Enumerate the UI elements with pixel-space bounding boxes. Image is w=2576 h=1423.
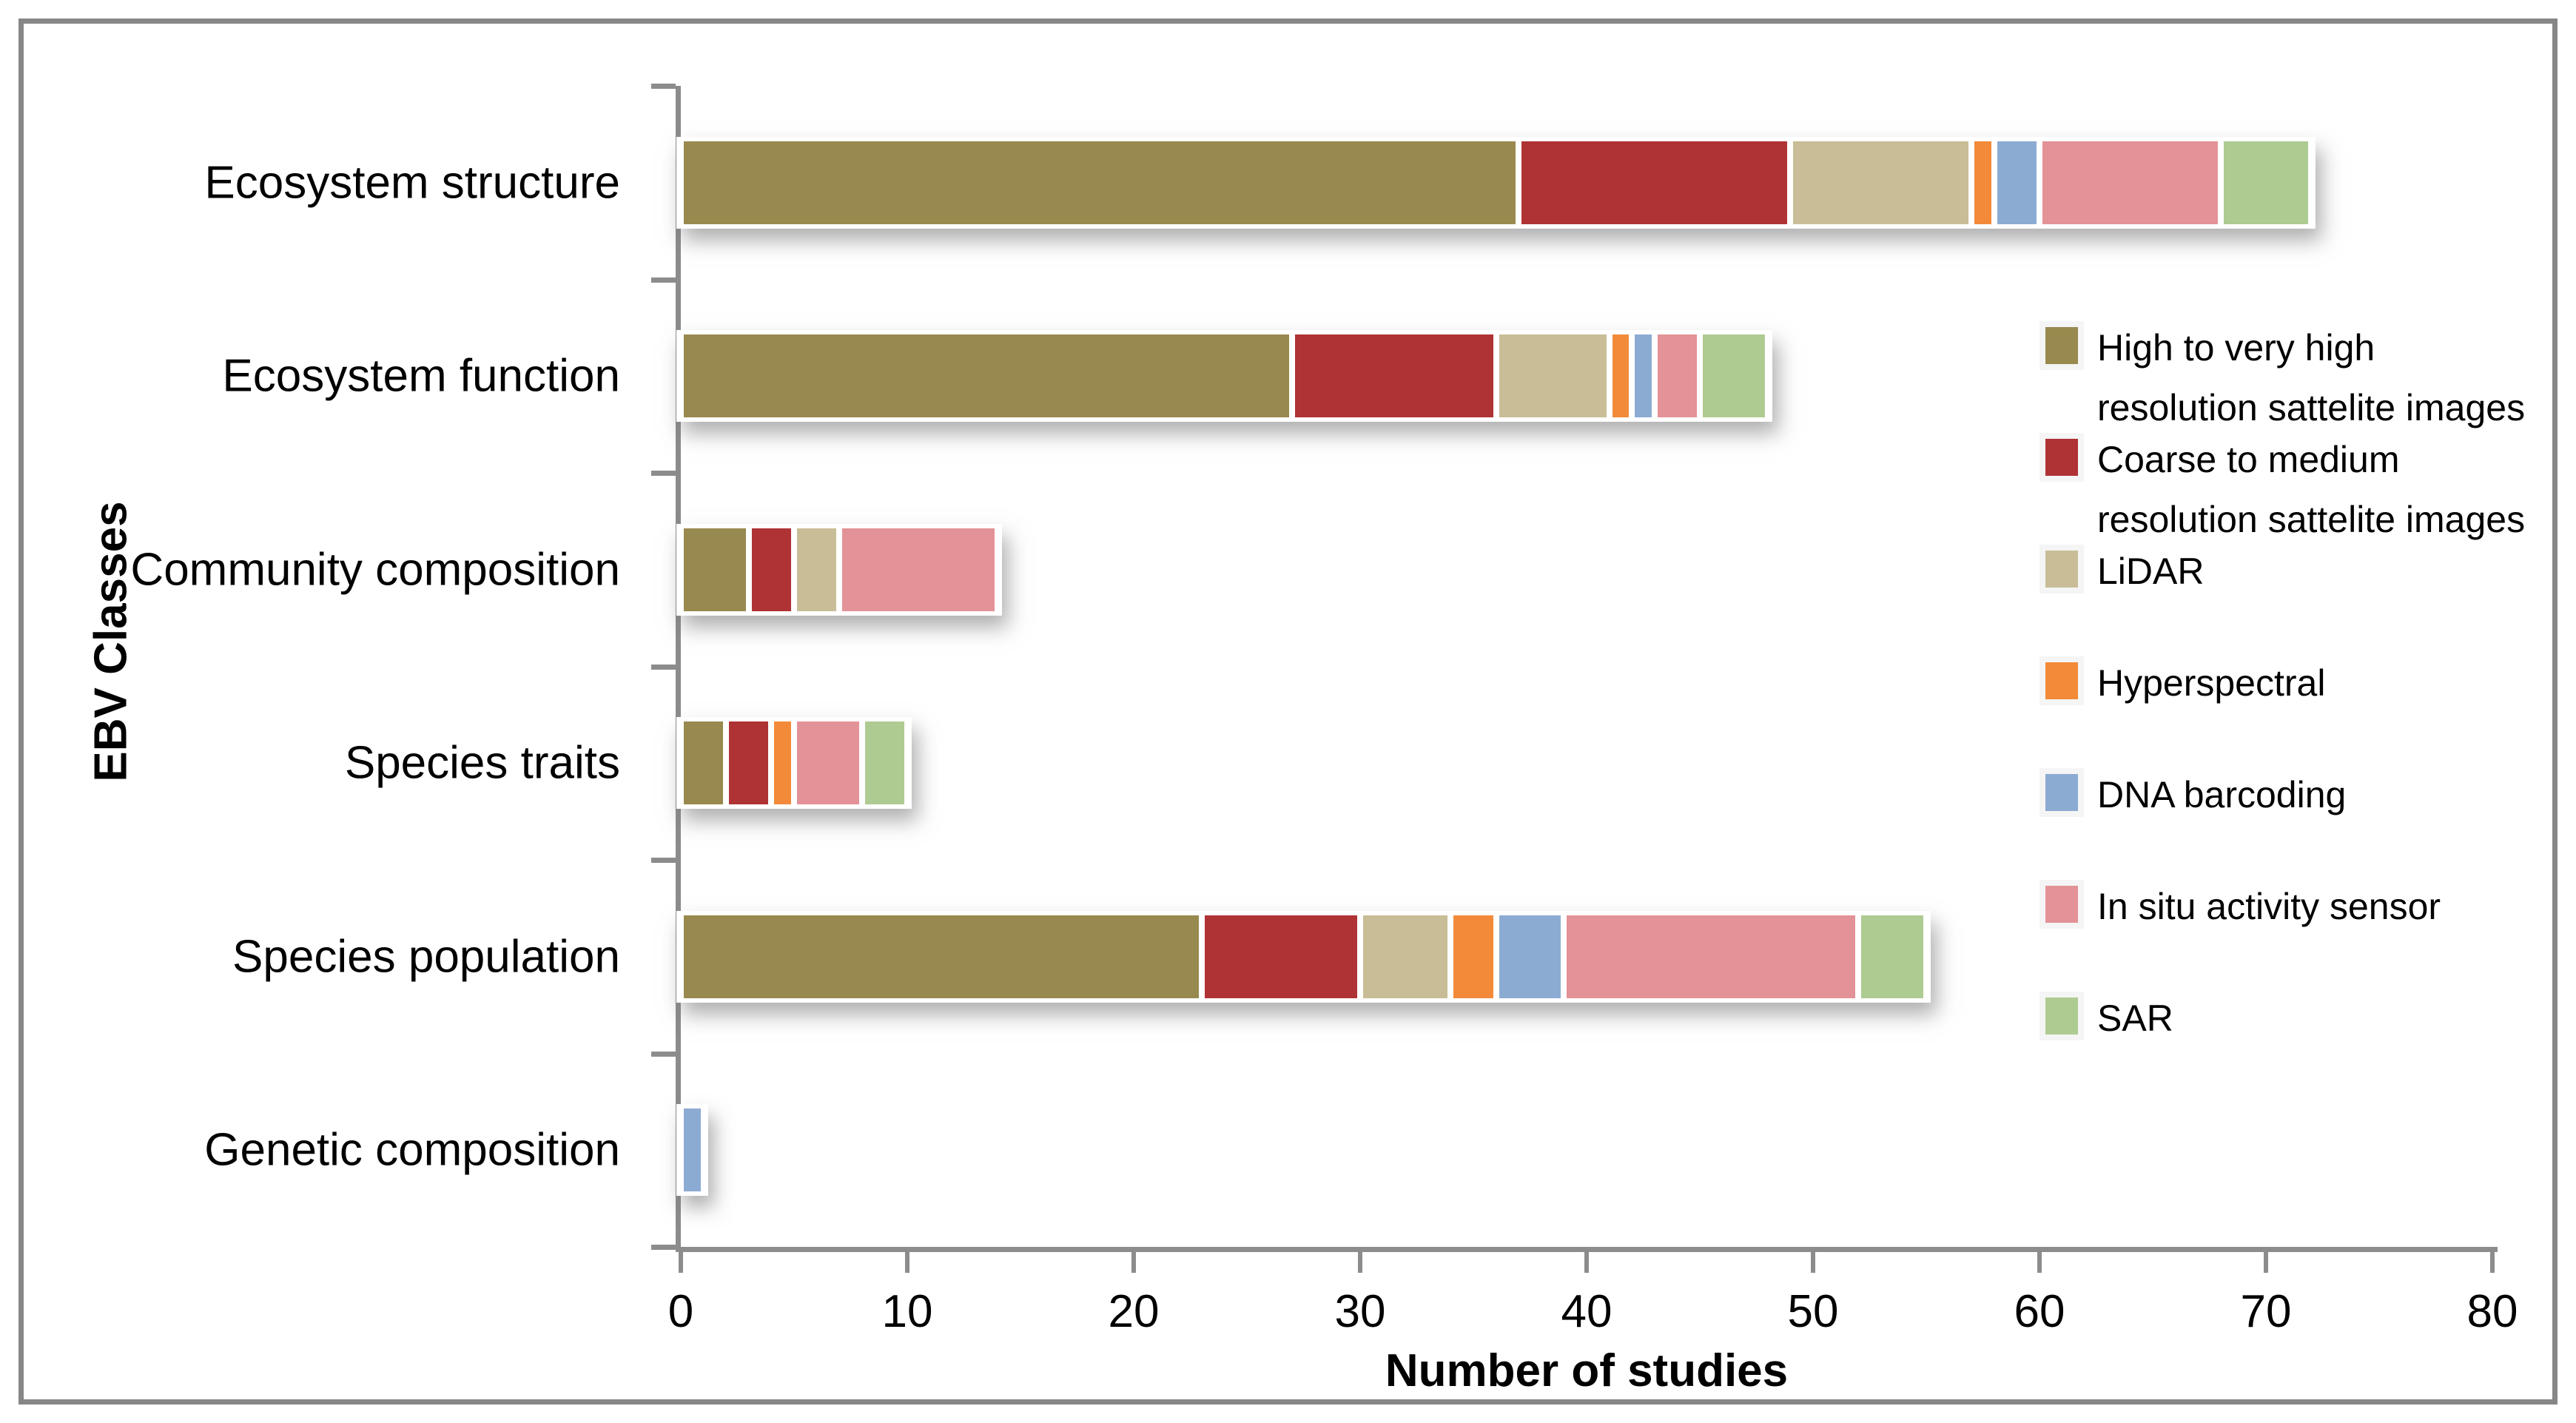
bar-row	[676, 330, 1772, 423]
x-tick-label: 20	[1108, 1286, 1160, 1337]
bar-segment-high-to-very-high-resolution-sattelite-images	[684, 528, 746, 611]
x-tick-label: 80	[2466, 1286, 2518, 1337]
x-tick	[1131, 1252, 1136, 1273]
x-axis-line	[676, 1247, 2498, 1252]
legend-item: Hyperspectral	[2045, 653, 2325, 713]
x-axis-title: Number of studies	[1385, 1345, 1789, 1396]
legend-swatch	[2045, 998, 2078, 1035]
legend-swatch	[2045, 551, 2078, 588]
category-label: Species population	[232, 931, 620, 983]
bar-segment-lidar	[1793, 141, 1969, 224]
legend-item: Coarse to medium resolution sattelite ima…	[2045, 430, 2525, 550]
x-tick	[2264, 1252, 2268, 1273]
legend-item: In situ activity sensor	[2045, 877, 2441, 937]
x-tick	[2037, 1252, 2042, 1273]
bar-segment-hyperspectral	[774, 721, 791, 805]
bar-segment-dna-barcoding	[684, 1109, 701, 1192]
x-tick-label: 50	[1787, 1286, 1839, 1337]
legend-item: LiDAR	[2045, 542, 2204, 602]
x-tick	[1584, 1252, 1589, 1273]
y-tick	[651, 1245, 676, 1250]
bar-segment-lidar	[1363, 915, 1448, 998]
x-tick-label: 0	[667, 1286, 694, 1337]
bar-segment-dna-barcoding	[1499, 915, 1561, 998]
y-tick	[651, 84, 676, 89]
x-tick	[679, 1252, 683, 1273]
bar-segment-sar	[1861, 915, 1923, 998]
x-tick-label: 60	[2014, 1286, 2065, 1337]
bar-segment-dna-barcoding	[1997, 141, 2037, 224]
bar-segment-sar	[864, 721, 904, 805]
bar-segment-in-situ-activity-sensor	[1657, 334, 1697, 418]
y-tick	[651, 1051, 676, 1057]
x-tick	[2490, 1252, 2495, 1273]
legend-label: Hyperspectral	[2097, 662, 2326, 704]
bar-row	[676, 1104, 708, 1197]
legend-swatch	[2045, 774, 2078, 811]
category-label: Genetic composition	[204, 1124, 620, 1176]
legend-swatch	[2045, 886, 2078, 923]
x-tick	[905, 1252, 909, 1273]
y-tick	[651, 858, 676, 863]
bar-segment-coarse-to-medium-resolution-sattelite-images	[729, 721, 769, 805]
category-label: Ecosystem function	[222, 350, 620, 402]
bar-segment-lidar	[797, 528, 837, 611]
legend-label: Coarse to medium resolution sattelite ima…	[2097, 439, 2526, 540]
bar-segment-lidar	[1499, 334, 1607, 418]
legend-swatch	[2045, 439, 2078, 476]
legend-swatch	[2045, 662, 2078, 699]
bar-segment-high-to-very-high-resolution-sattelite-images	[684, 334, 1290, 418]
x-tick	[1358, 1252, 1362, 1273]
bar-row	[676, 910, 1931, 1003]
bar-segment-high-to-very-high-resolution-sattelite-images	[684, 141, 1516, 224]
bar-segment-sar	[1703, 334, 1765, 418]
bar-segment-dna-barcoding	[1635, 334, 1652, 418]
bar-segment-coarse-to-medium-resolution-sattelite-images	[1295, 334, 1493, 418]
legend-label: SAR	[2097, 998, 2173, 1039]
y-axis-line	[676, 86, 681, 1252]
legend-label: DNA barcoding	[2097, 774, 2347, 815]
y-tick	[651, 664, 676, 670]
y-tick	[651, 471, 676, 476]
bar-segment-in-situ-activity-sensor	[842, 528, 995, 611]
bar-row	[676, 523, 1003, 616]
x-tick-label: 70	[2240, 1286, 2292, 1337]
bar-segment-hyperspectral	[1453, 915, 1493, 998]
category-label: Ecosystem structure	[204, 157, 620, 209]
x-tick-label: 40	[1561, 1286, 1612, 1337]
bar-segment-high-to-very-high-resolution-sattelite-images	[684, 915, 1199, 998]
legend-item: SAR	[2045, 989, 2173, 1049]
bar-segment-coarse-to-medium-resolution-sattelite-images	[1204, 915, 1357, 998]
legend-label: High to very high resolution sattelite im…	[2097, 327, 2526, 428]
bar-segment-hyperspectral	[1974, 141, 1991, 224]
legend-label: In situ activity sensor	[2097, 886, 2441, 927]
legend-label: LiDAR	[2097, 551, 2205, 592]
x-tick-label: 10	[881, 1286, 933, 1337]
bar-segment-coarse-to-medium-resolution-sattelite-images	[751, 528, 791, 611]
bar-row	[676, 136, 2316, 229]
legend-item: DNA barcoding	[2045, 765, 2346, 825]
legend-swatch	[2045, 327, 2078, 364]
chart-frame: EBV Classes Number of studies 0 10 20 30 40 5…	[19, 18, 2557, 1405]
x-tick	[1811, 1252, 1815, 1273]
bar-segment-coarse-to-medium-resolution-sattelite-images	[1521, 141, 1788, 224]
bar-segment-hyperspectral	[1612, 334, 1630, 418]
legend-item: High to very high resolution sattelite im…	[2045, 318, 2525, 438]
bar-row	[676, 717, 912, 810]
x-tick-label: 30	[1334, 1286, 1386, 1337]
category-label: Species traits	[344, 737, 620, 789]
bar-segment-in-situ-activity-sensor	[1567, 915, 1856, 998]
bar-segment-in-situ-activity-sensor	[2042, 141, 2218, 224]
bar-segment-high-to-very-high-resolution-sattelite-images	[684, 721, 724, 805]
category-label: Community composition	[130, 544, 620, 596]
bar-segment-in-situ-activity-sensor	[797, 721, 859, 805]
bar-segment-sar	[2223, 141, 2309, 224]
y-tick	[651, 277, 676, 283]
